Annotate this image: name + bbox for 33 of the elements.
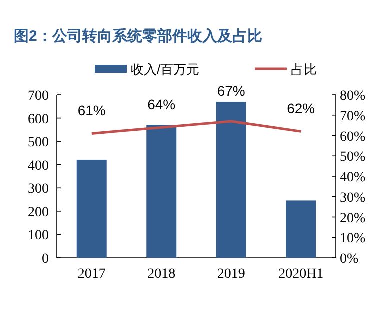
y2-tick-label: 40% xyxy=(340,170,366,186)
bar xyxy=(76,160,107,258)
x-tick-label: 2019 xyxy=(217,267,246,282)
y2-tick-label: 70% xyxy=(340,109,366,124)
y-tick-label: 0 xyxy=(42,252,49,267)
data-label: 64% xyxy=(148,96,176,113)
chart-title: 图2：公司转向系统零部件收入及占比 xyxy=(14,27,262,45)
y2-tick-label: 30% xyxy=(340,190,366,206)
line-series xyxy=(90,120,302,135)
y-tick-label: 500 xyxy=(28,136,49,151)
y-tick-label: 300 xyxy=(28,182,49,198)
x-tick-label: 2020H1 xyxy=(278,267,324,282)
data-label: 62% xyxy=(287,100,316,117)
bar xyxy=(216,102,246,258)
y2-tick-label: 50% xyxy=(340,150,366,166)
x-tick-label: 2018 xyxy=(148,267,176,282)
y-tick-label: 700 xyxy=(28,89,49,104)
y-tick-label: 200 xyxy=(28,205,49,220)
bar xyxy=(286,200,316,258)
y2-tick-label: 20% xyxy=(340,211,366,226)
y2-tick-label: 10% xyxy=(340,232,366,247)
y-tick-label: 600 xyxy=(28,112,49,128)
data-label: 61% xyxy=(78,102,106,119)
data-label: 67% xyxy=(217,82,246,99)
x-tick-label: 2017 xyxy=(78,267,106,282)
y-tick-label: 400 xyxy=(28,158,49,174)
y2-tick-label: 80% xyxy=(340,89,366,104)
y2-tick-label: 0% xyxy=(340,252,359,267)
bar xyxy=(146,125,177,258)
legend-label: 占比 xyxy=(291,62,317,77)
y2-tick-label: 60% xyxy=(340,130,366,145)
legend-label: 收入/百万元 xyxy=(131,62,200,77)
y-tick-label: 100 xyxy=(28,228,49,244)
